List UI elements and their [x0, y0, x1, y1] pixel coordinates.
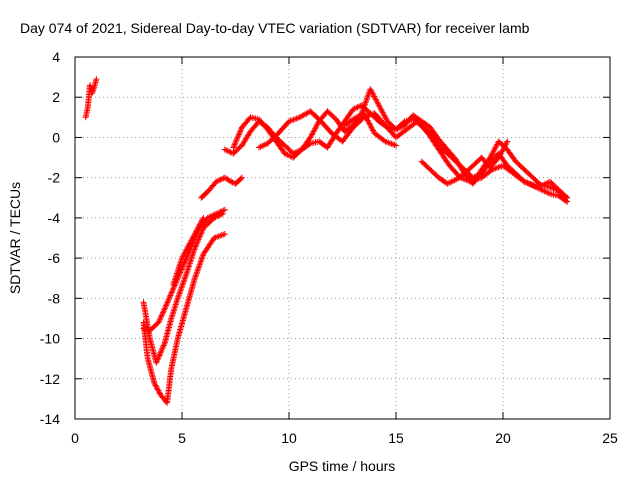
- series-segment-a: [82, 76, 100, 121]
- x-tick-label: 20: [495, 430, 511, 446]
- y-tick-label: 4: [52, 49, 60, 65]
- y-tick-label: -8: [48, 290, 61, 306]
- point-marks: [341, 110, 399, 149]
- y-tick-label: -2: [48, 170, 61, 186]
- y-tick-label: -4: [48, 210, 61, 226]
- point-marks: [418, 138, 511, 187]
- point-marks: [170, 214, 207, 288]
- point-marks: [256, 108, 571, 201]
- series-segment-e: [170, 214, 207, 288]
- point-marks: [140, 230, 228, 406]
- y-axis-label: SDTVAR / TECUs: [7, 182, 23, 294]
- x-axis-label: GPS time / hours: [289, 458, 396, 474]
- y-tick-label: -10: [40, 331, 60, 347]
- point-marks: [140, 210, 226, 366]
- point-marks: [198, 174, 245, 201]
- axis-ticks: 0 5 10 15 20 25 -14 -12 -10 -8 -6 -4 -2 0 2 4: [40, 49, 618, 446]
- plot-frame: [74, 56, 611, 420]
- series-segment-b: [140, 210, 226, 366]
- chart-title: Day 074 of 2021, Sidereal Day-to-day VTE…: [20, 20, 530, 36]
- point-marks: [82, 76, 100, 121]
- x-tick-label: 15: [388, 430, 404, 446]
- series-segment-k: [418, 138, 511, 187]
- x-tick-label: 25: [602, 430, 618, 446]
- series-segment-i: [256, 108, 571, 201]
- grid-lines: [75, 57, 610, 419]
- series-segment-c: [140, 230, 228, 406]
- y-tick-label: -14: [40, 411, 60, 427]
- x-tick-label: 5: [178, 430, 186, 446]
- y-tick-label: 0: [52, 129, 60, 145]
- y-tick-label: -6: [48, 250, 61, 266]
- series-segment-f: [198, 174, 245, 201]
- y-tick-label: -12: [40, 371, 60, 387]
- x-tick-label: 0: [71, 430, 79, 446]
- x-tick-label: 10: [281, 430, 297, 446]
- data-points: [82, 76, 571, 406]
- y-tick-label: 2: [52, 89, 60, 105]
- series-segment-j: [341, 110, 399, 149]
